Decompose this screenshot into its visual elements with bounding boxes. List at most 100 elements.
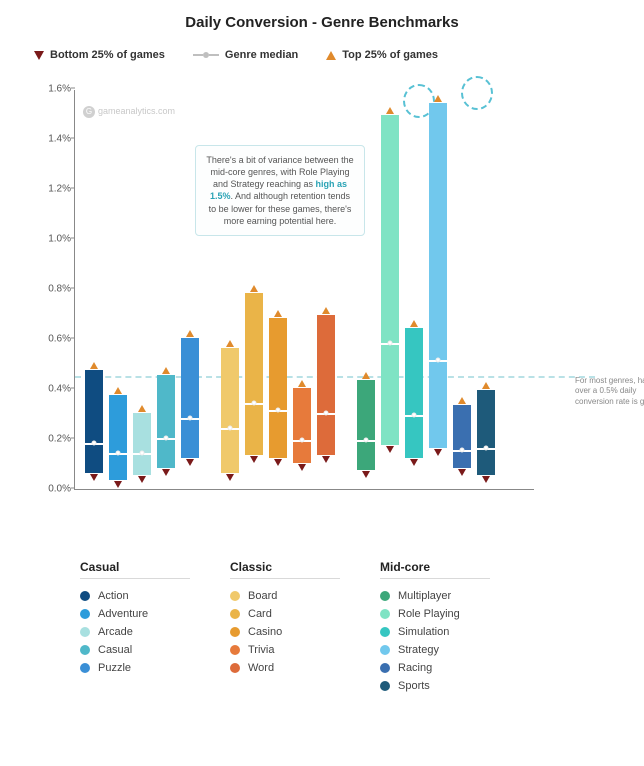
reference-note: For most genres, having over a 0.5% dail… [575,376,644,407]
plot-region: Ggameanalytics.com 0.0%0.2%0.4%0.6%0.8%1… [74,90,534,490]
triangle-up-icon [410,320,418,327]
y-tick: 0.2% [35,434,71,445]
category-item-label: Board [248,590,277,602]
bar-action [85,370,103,473]
category-item-label: Trivia [248,644,274,656]
triangle-up-icon [250,285,258,292]
category-column-classic: Classic Board Card Casino Trivia Word [230,560,340,695]
color-swatch-icon [80,663,90,673]
triangle-up-icon [90,362,98,369]
bar-word [317,315,335,455]
triangle-up-icon [482,382,490,389]
triangle-down-icon [138,476,146,483]
triangle-up-icon [162,367,170,374]
category-column-casual: CasualActionAdventureArcadeCasualPuzzle [80,560,190,695]
watermark-icon: G [83,106,95,118]
triangle-down-icon [298,464,306,471]
triangle-up-icon [386,107,394,114]
category-item: Board [230,587,340,605]
color-swatch-icon [230,609,240,619]
color-swatch-icon [380,663,390,673]
category-item: Racing [380,659,490,677]
category-item-label: Card [248,608,272,620]
color-swatch-icon [380,681,390,691]
median-dot-icon [188,415,193,420]
median-dot-icon [324,410,329,415]
triangle-up-icon [186,330,194,337]
triangle-down-icon [34,51,44,60]
y-tick: 1.4% [35,134,71,145]
triangle-up-icon [434,95,442,102]
category-item: Strategy [380,641,490,659]
legend-top-label: Top 25% of games [342,49,438,61]
y-tick: 0.8% [35,284,71,295]
median-dot-icon [276,408,281,413]
triangle-down-icon [322,456,330,463]
median-dot-icon [252,400,257,405]
category-item-label: Role Playing [398,608,460,620]
y-tick: 1.6% [35,84,71,95]
legend-median-label: Genre median [225,49,298,61]
category-item: Role Playing [380,605,490,623]
triangle-up-icon [322,307,330,314]
category-item-label: Simulation [398,626,449,638]
bar-simulation [405,328,423,458]
median-glyph-icon [193,52,219,58]
category-item: Simulation [380,623,490,641]
bar-multiplayer [357,380,375,470]
median-dot-icon [300,438,305,443]
triangle-down-icon [362,471,370,478]
color-swatch-icon [80,591,90,601]
category-item-label: Word [248,662,274,674]
legend-median: Genre median [193,49,298,61]
triangle-down-icon [162,469,170,476]
category-item: Sports [380,677,490,695]
category-title: Casual [80,560,190,579]
color-swatch-icon [230,645,240,655]
triangle-up-icon [138,405,146,412]
category-item-label: Arcade [98,626,133,638]
color-swatch-icon [80,609,90,619]
triangle-down-icon [434,449,442,456]
category-item: Trivia [230,641,340,659]
triangle-down-icon [274,459,282,466]
median-dot-icon [364,438,369,443]
category-item-label: Strategy [398,644,439,656]
category-title: Mid-core [380,560,490,579]
bar-casual [157,375,175,468]
color-swatch-icon [230,627,240,637]
bar-adventure [109,395,127,480]
triangle-up-icon [326,51,336,60]
triangle-down-icon [250,456,258,463]
category-item-label: Casino [248,626,282,638]
legend-top: Top 25% of games [326,49,438,61]
median-dot-icon [436,358,441,363]
bar-trivia [293,388,311,463]
color-swatch-icon [380,609,390,619]
category-title: Classic [230,560,340,579]
bar-sports [477,390,495,475]
triangle-up-icon [226,340,234,347]
color-swatch-icon [380,627,390,637]
category-item: Adventure [80,605,190,623]
category-item-label: Casual [98,644,132,656]
reference-line: For most genres, having over a 0.5% dail… [75,376,595,378]
median-dot-icon [484,445,489,450]
median-dot-icon [412,413,417,418]
bar-casino [269,318,287,458]
color-swatch-icon [380,645,390,655]
category-item: Multiplayer [380,587,490,605]
color-swatch-icon [380,591,390,601]
color-swatch-icon [80,627,90,637]
triangle-up-icon [274,310,282,317]
legend-bottom-label: Bottom 25% of games [50,49,165,61]
median-dot-icon [460,448,465,453]
triangle-down-icon [410,459,418,466]
legend-bottom: Bottom 25% of games [34,49,165,61]
category-item: Casual [80,641,190,659]
color-swatch-icon [230,663,240,673]
bar-arcade [133,413,151,476]
category-item-label: Puzzle [98,662,131,674]
triangle-up-icon [114,387,122,394]
category-item-label: Adventure [98,608,148,620]
